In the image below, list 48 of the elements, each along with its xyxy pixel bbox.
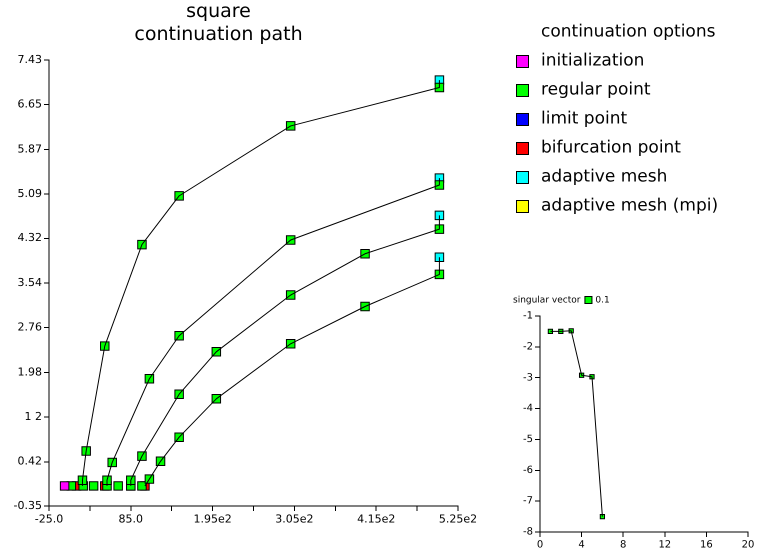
legend-title: continuation options [541,21,716,42]
y-tick-label: 4.32 [18,231,42,244]
y-tick-label: -7 [523,496,533,507]
y-tick-label: 1.98 [18,365,42,378]
legend-label: bifurcation point [541,137,682,158]
legend-label: limit point [541,108,628,128]
legend-label: adaptive mesh [541,166,668,186]
y-tick-label: 7.43 [18,52,42,66]
chart-title: singular vector [513,295,581,306]
x-tick-label: 16 [700,540,713,551]
point [88,481,98,491]
point [137,481,147,491]
legend-label: adaptive mesh (mpi) [541,195,718,216]
x-tick-label: 0 [536,540,544,551]
x-tick-label: 20 [742,540,754,551]
x-tick-label: 3.05e2 [275,512,314,526]
chart-subtitle: continuation path [134,22,303,45]
x-tick-label: 4 [578,540,585,551]
y-tick-label: -0.35 [14,498,42,512]
legend-label: 0.1 [595,295,610,306]
x-tick-label: -25.0 [34,512,64,526]
y-tick-label: -1 [523,310,533,322]
point [60,481,70,491]
x-tick-label: 85.0 [118,512,144,526]
y-tick-label: -2 [523,341,533,352]
point [434,252,444,262]
y-tick-label: 5.09 [18,187,42,200]
y-tick-label: -8 [523,526,533,538]
y-tick-label: -5 [523,434,533,446]
y-tick-label: 1 2 [24,410,42,424]
legend-label: regular point [541,79,651,100]
y-tick-label: 3.54 [18,276,42,289]
x-tick-label: 1.95e2 [193,512,232,526]
legend-label: initialization [541,50,644,70]
x-tick-label: 5.25e2 [438,512,478,526]
y-tick-label: 6.65 [18,98,42,111]
y-tick-label: -3 [523,372,533,384]
x-tick-label: 12 [658,540,672,551]
chart-title: square [186,0,251,22]
y-tick-label: 5.87 [18,142,42,156]
y-tick-label: 0.42 [18,454,42,468]
x-tick-label: 8 [620,540,626,551]
point [113,481,123,491]
y-tick-label: -4 [523,403,533,414]
y-tick-label: -6 [523,464,533,476]
y-tick-label: 2.76 [18,320,42,334]
point [434,210,444,220]
x-tick-label: 4.15e2 [357,512,396,526]
